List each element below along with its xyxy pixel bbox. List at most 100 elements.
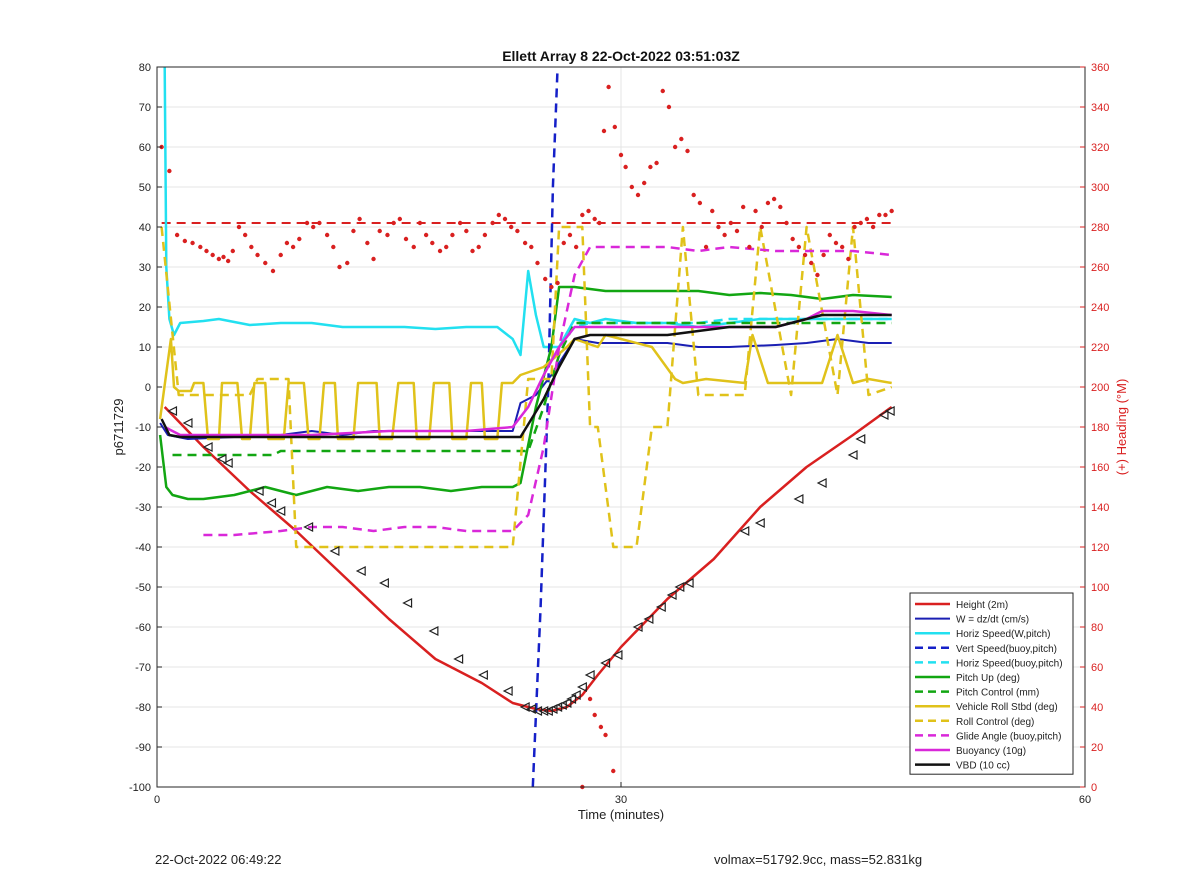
height-marker bbox=[576, 682, 587, 692]
legend-label: Horiz Speed(W,pitch) bbox=[956, 629, 1050, 640]
heading-point bbox=[846, 256, 851, 262]
legend-label: Pitch Up (deg) bbox=[956, 673, 1020, 684]
heading-point bbox=[290, 244, 296, 250]
y-axis-ticks: -100-90-80-70-60-50-40-30-20-10010203040… bbox=[129, 62, 162, 794]
heading-point bbox=[790, 236, 795, 242]
series-line-7 bbox=[172, 321, 892, 457]
y2-tick-label: 140 bbox=[1091, 502, 1109, 514]
height-marker bbox=[566, 694, 577, 704]
x-tick-label: 60 bbox=[1079, 794, 1091, 806]
heading-point bbox=[597, 220, 602, 226]
heading-point bbox=[242, 232, 248, 238]
y-tick-label: -80 bbox=[135, 702, 151, 714]
heading-point bbox=[543, 276, 548, 282]
height-marker bbox=[275, 506, 286, 516]
heading-point bbox=[345, 260, 350, 266]
heading-point bbox=[796, 244, 802, 250]
y-tick-label: -90 bbox=[135, 742, 151, 754]
heading-point bbox=[230, 248, 235, 254]
heading-point bbox=[365, 240, 370, 246]
heading-point bbox=[870, 224, 876, 230]
legend-label: W = dz/dt (cm/s) bbox=[956, 615, 1029, 626]
heading-point bbox=[759, 224, 764, 230]
height-marker bbox=[453, 654, 464, 664]
legend-label: Glide Angle (buoy,pitch) bbox=[956, 731, 1061, 742]
heading-point bbox=[317, 220, 322, 226]
heading-point bbox=[623, 164, 628, 170]
legend-label: Buoyancy (10g) bbox=[956, 746, 1026, 757]
heading-point bbox=[598, 724, 604, 730]
heading-point bbox=[236, 224, 242, 230]
heading-point bbox=[385, 232, 390, 238]
height-marker bbox=[525, 704, 536, 714]
height-marker bbox=[519, 702, 530, 712]
heading-point bbox=[809, 260, 814, 266]
y2-tick-label: 0 bbox=[1091, 782, 1097, 794]
heading-point bbox=[249, 244, 254, 250]
heading-point bbox=[778, 204, 783, 210]
heading-point bbox=[606, 84, 611, 90]
heading-point bbox=[784, 220, 789, 226]
y2-tick-label: 160 bbox=[1091, 462, 1109, 474]
legend-box bbox=[909, 592, 1074, 775]
heading-point bbox=[592, 216, 597, 222]
heading-point bbox=[450, 232, 455, 238]
heading-point bbox=[284, 240, 290, 246]
legend-label: Pitch Control (mm) bbox=[956, 688, 1039, 699]
heading-point bbox=[580, 212, 585, 218]
heading-point bbox=[771, 196, 777, 202]
heading-point bbox=[765, 200, 771, 206]
height-marker bbox=[584, 670, 595, 680]
height-marker bbox=[655, 602, 666, 612]
heading-point bbox=[529, 244, 534, 250]
series-line-4 bbox=[531, 66, 559, 788]
height-marker bbox=[570, 690, 581, 700]
heading-point bbox=[490, 220, 495, 226]
y-tick-label: 60 bbox=[139, 142, 151, 154]
heading-point bbox=[444, 244, 449, 250]
heading-point bbox=[297, 236, 302, 242]
height-marker bbox=[855, 434, 866, 444]
height-marker bbox=[674, 582, 685, 592]
legend-label: Height (2m) bbox=[956, 600, 1008, 611]
heading-point bbox=[618, 152, 624, 158]
heading-point bbox=[464, 228, 469, 234]
series-line-9 bbox=[160, 225, 893, 549]
legend-label: Horiz Speed(buoy,pitch) bbox=[956, 658, 1063, 669]
heading-point bbox=[734, 228, 740, 234]
height-marker bbox=[222, 458, 233, 468]
y2-tick-label: 80 bbox=[1091, 622, 1103, 634]
heading-point bbox=[174, 232, 180, 238]
y2-tick-label: 340 bbox=[1091, 102, 1109, 114]
y2-tick-label: 300 bbox=[1091, 182, 1109, 194]
y2-tick-label: 60 bbox=[1091, 662, 1103, 674]
x-axis-label: Time (minutes) bbox=[578, 807, 664, 822]
legend-label: Roll Control (deg) bbox=[956, 717, 1034, 728]
x-tick-label: 0 bbox=[154, 794, 160, 806]
heading-point bbox=[216, 256, 222, 262]
heading-point bbox=[417, 220, 423, 226]
heading-point bbox=[666, 104, 672, 110]
heading-point bbox=[685, 148, 690, 154]
x-tick-label: 30 bbox=[615, 794, 627, 806]
y-axis-label: p6711729 bbox=[111, 399, 126, 456]
height-marker bbox=[600, 658, 611, 668]
y-tick-label: 50 bbox=[139, 182, 151, 194]
y2-tick-label: 360 bbox=[1091, 62, 1109, 74]
legend-label: Vert Speed(buoy,pitch) bbox=[956, 644, 1057, 655]
heading-point bbox=[858, 220, 863, 226]
heading-point bbox=[611, 768, 616, 774]
y-tick-label: 30 bbox=[139, 262, 151, 274]
y-tick-label: -10 bbox=[135, 422, 151, 434]
heading-point bbox=[430, 240, 435, 246]
height-marker bbox=[816, 478, 827, 488]
heading-point bbox=[603, 732, 608, 738]
heading-point bbox=[411, 244, 416, 250]
legend: Height (2m) W = dz/dt (cm/s) Horiz Speed(W… bbox=[909, 592, 1074, 775]
height-marker bbox=[182, 418, 193, 428]
heading-point bbox=[377, 228, 382, 234]
legend-label: VBD (10 cc) bbox=[956, 761, 1010, 772]
heading-point bbox=[601, 128, 607, 134]
heading-point bbox=[198, 244, 203, 250]
height-marker bbox=[428, 626, 439, 636]
